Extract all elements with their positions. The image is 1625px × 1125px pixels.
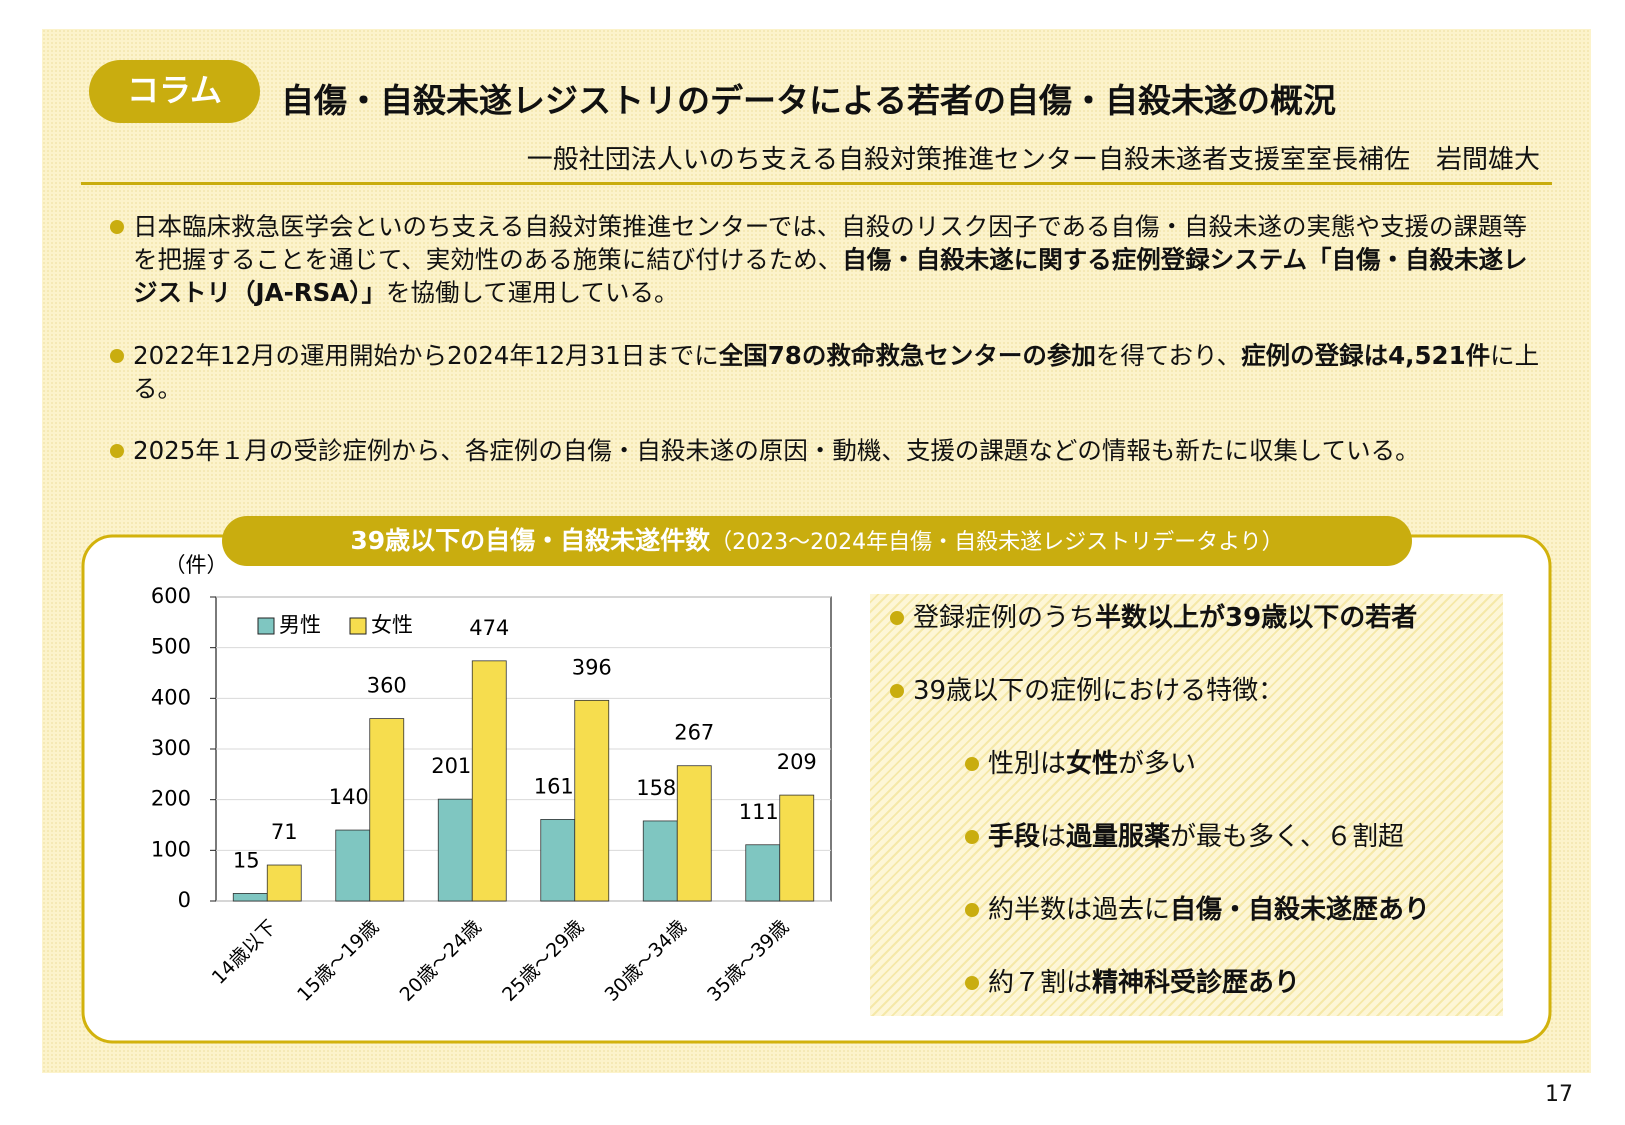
bold-text: 半数以上が39歳以下の若者 bbox=[1095, 603, 1418, 633]
legend-label: 男性 bbox=[279, 613, 321, 637]
panel-sub-point: 約半数は過去に自傷・自殺未遂歴あり bbox=[965, 892, 1431, 928]
bullet-dot bbox=[110, 349, 124, 363]
value-label: 201 bbox=[431, 754, 471, 778]
y-tick-label: 500 bbox=[151, 635, 191, 659]
bold-text: 過量服薬 bbox=[1066, 822, 1171, 852]
summary-panel: 登録症例のうち半数以上が39歳以下の若者 39歳以下の症例における特徴： 性別は女性… bbox=[870, 594, 1503, 1016]
text: 2025年１月の受診症例から、各症例の自傷・自殺未遂の原因・動機、支援の課題など… bbox=[133, 436, 1420, 465]
value-label: 161 bbox=[534, 774, 574, 798]
bold-text: 自傷・自殺未遂に関する症例登録システム「自傷・自殺未遂レジストリ（JA-RSA）… bbox=[133, 245, 1528, 307]
text: 39歳以下の症例における特徴： bbox=[913, 676, 1285, 706]
text: 約半数は過去に bbox=[988, 895, 1171, 925]
bar bbox=[642, 820, 678, 902]
column-tag: コラム bbox=[89, 60, 260, 123]
panel-sub-point: 手段は過量服薬が最も多く、６割超 bbox=[965, 819, 1405, 855]
text: 性別は bbox=[988, 749, 1067, 779]
bullet-dot bbox=[965, 903, 979, 917]
y-tick-label: 300 bbox=[151, 736, 191, 760]
y-tick-label: 600 bbox=[151, 584, 191, 608]
panel-sub-point: 性別は女性が多い bbox=[965, 746, 1197, 782]
value-label: 158 bbox=[636, 776, 676, 800]
bold-text: 女性 bbox=[1066, 749, 1119, 779]
text: を得ており、 bbox=[1095, 341, 1242, 370]
bullet-dot bbox=[110, 444, 124, 458]
author: 一般社団法人いのち支える自殺対策推進センター自殺未遂者支援室室長補佐 岩間雄大 bbox=[526, 145, 1540, 175]
y-tick-label: 100 bbox=[151, 837, 191, 861]
divider bbox=[81, 182, 1552, 185]
bar bbox=[369, 718, 405, 902]
text: 日本臨床救急医学会といのち支える自殺対策推進センターでは、自殺のリスク因子である… bbox=[133, 212, 1528, 274]
bar bbox=[745, 844, 781, 902]
text: 登録症例のうち bbox=[913, 603, 1096, 633]
page-number: 17 bbox=[1545, 1082, 1573, 1107]
text: を協働して運用している。 bbox=[385, 278, 679, 307]
text: は bbox=[1040, 822, 1067, 852]
bar bbox=[779, 794, 815, 902]
y-tick-label: 400 bbox=[151, 685, 191, 709]
bullet-dot bbox=[965, 976, 979, 990]
bar bbox=[471, 660, 507, 902]
pill bbox=[222, 516, 1412, 566]
bullet-paragraph: 日本臨床救急医学会といのち支える自殺対策推進センターでは、自殺のリスク因子である… bbox=[110, 210, 1543, 309]
bullet-paragraph: 2022年12月の運用開始から2024年12月31日までに全国78の救命救急セン… bbox=[110, 339, 1543, 405]
bullet-dot bbox=[965, 757, 979, 771]
bar bbox=[676, 765, 712, 902]
legend-swatch bbox=[257, 617, 275, 635]
chart-heading: 39歳以下の自傷・自殺未遂件数（2023～2024年自傷・自殺未遂レジストリデー… bbox=[222, 516, 1412, 566]
bold-text: 全国78の救命救急センターの参加 bbox=[718, 341, 1096, 370]
text: が最も多く、６割超 bbox=[1170, 822, 1405, 852]
legend-label: 女性 bbox=[371, 613, 413, 637]
bar bbox=[266, 864, 302, 902]
bar bbox=[437, 798, 473, 902]
text: 2022年12月の運用開始から2024年12月31日までに bbox=[133, 341, 719, 370]
value-label: 396 bbox=[572, 655, 612, 679]
bold-text: 自傷・自殺未遂歴あり bbox=[1170, 895, 1431, 925]
panel-point: 登録症例のうち半数以上が39歳以下の若者 bbox=[890, 600, 1418, 636]
chart-title: 39歳以下の自傷・自殺未遂件数 bbox=[350, 526, 711, 555]
text: が多い bbox=[1118, 749, 1197, 779]
panel-sub-point: 約７割は精神科受診歴あり bbox=[965, 965, 1301, 1001]
value-label: 15 bbox=[233, 848, 260, 872]
bold-text: 手段 bbox=[988, 822, 1041, 852]
text: に上る。 bbox=[133, 341, 1540, 403]
y-tick-label: 0 bbox=[178, 888, 191, 912]
value-label: 111 bbox=[739, 800, 779, 824]
bullet-dot bbox=[110, 220, 124, 234]
panel-point: 39歳以下の症例における特徴： bbox=[890, 673, 1285, 709]
value-label: 209 bbox=[777, 750, 817, 774]
y-axis-label: （件） bbox=[165, 553, 228, 577]
slide-title: 自傷・自殺未遂レジストリのデータによる若者の自傷・自殺未遂の概況 bbox=[281, 81, 1337, 120]
bar bbox=[574, 699, 610, 902]
bold-text: 症例の登録は4,521件 bbox=[1241, 341, 1491, 370]
chart-subtitle: （2023～2024年自傷・自殺未遂レジストリデータより） bbox=[710, 530, 1284, 555]
bullet-paragraph: 2025年１月の受診症例から、各症例の自傷・自殺未遂の原因・動機、支援の課題など… bbox=[110, 434, 1543, 467]
bold-text: 精神科受診歴あり bbox=[1092, 968, 1301, 998]
value-label: 360 bbox=[367, 674, 407, 698]
bar bbox=[335, 829, 371, 902]
legend-swatch bbox=[349, 617, 367, 635]
value-label: 71 bbox=[271, 820, 298, 844]
y-tick-label: 200 bbox=[151, 787, 191, 811]
value-label: 474 bbox=[469, 616, 509, 640]
text: 約７割は bbox=[988, 968, 1093, 998]
value-label: 267 bbox=[674, 721, 714, 745]
bullet-dot bbox=[890, 611, 904, 625]
bullet-dot bbox=[965, 830, 979, 844]
bullet-dot bbox=[890, 684, 904, 698]
value-label: 140 bbox=[329, 785, 369, 809]
